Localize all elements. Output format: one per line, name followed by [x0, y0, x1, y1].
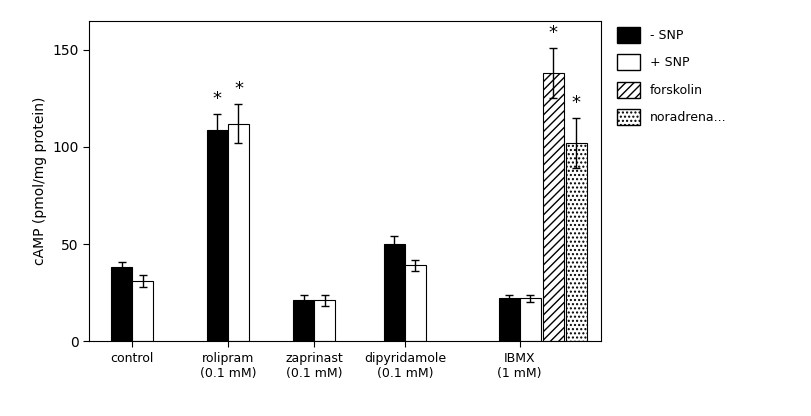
Bar	[293, 300, 314, 341]
Text: *: *	[548, 24, 557, 42]
Text: *: *	[212, 90, 221, 108]
Bar	[384, 244, 405, 341]
Legend: - SNP, + SNP, forskolin, noradrena...: - SNP, + SNP, forskolin, noradrena...	[616, 27, 726, 125]
Bar	[519, 298, 540, 341]
Bar	[314, 300, 335, 341]
Bar	[132, 281, 153, 341]
Bar	[111, 267, 132, 341]
Bar	[498, 298, 519, 341]
Bar	[542, 73, 563, 341]
Bar	[228, 124, 249, 341]
Text: *: *	[234, 80, 242, 99]
Bar	[207, 129, 228, 341]
Text: *: *	[571, 94, 580, 112]
Bar	[565, 143, 586, 341]
Y-axis label: cAMP (pmol/mg protein): cAMP (pmol/mg protein)	[33, 97, 47, 265]
Bar	[405, 265, 426, 341]
